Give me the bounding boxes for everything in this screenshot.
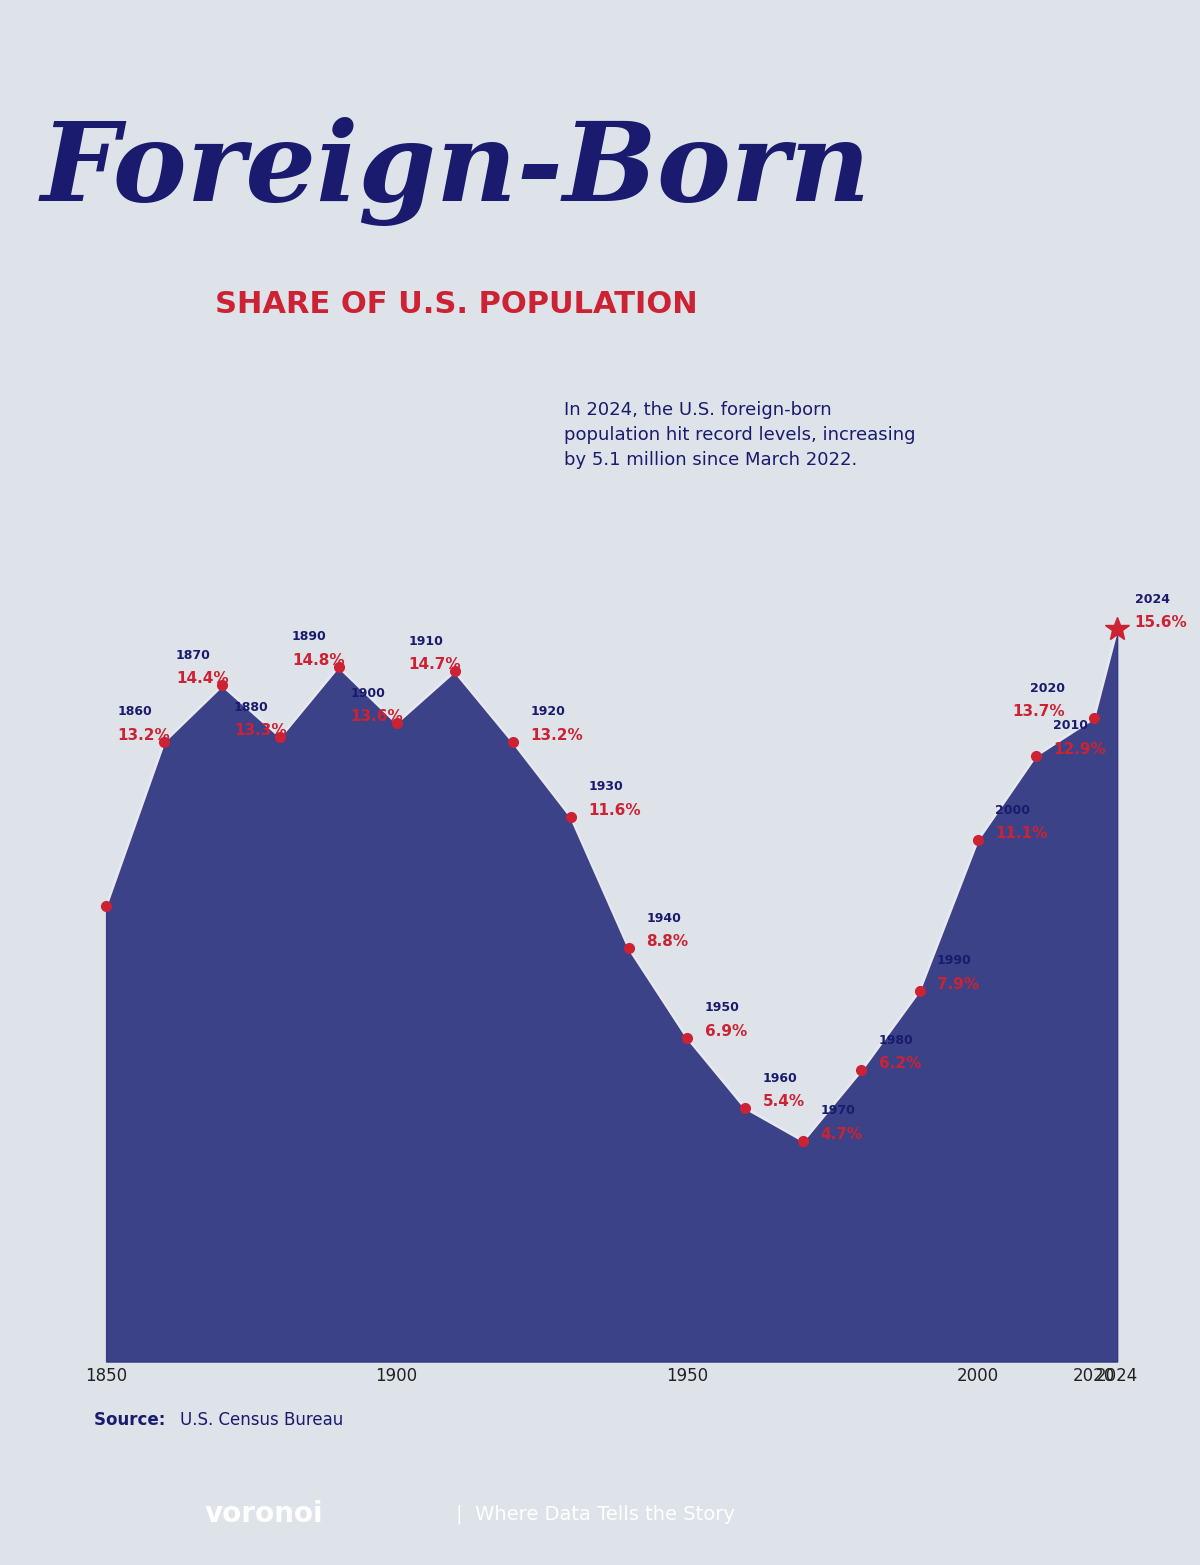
Text: 8.8%: 8.8% <box>647 934 689 950</box>
Text: 13.2%: 13.2% <box>530 728 583 743</box>
Text: 2020: 2020 <box>1073 1368 1115 1385</box>
Text: 1970: 1970 <box>821 1105 856 1117</box>
Text: In 2024, the U.S. foreign-born
population hit record levels, increasing
by: In 2024, the U.S. foreign-born populatio… <box>564 401 916 468</box>
Text: 13.3%: 13.3% <box>234 723 287 739</box>
Text: 5.4%: 5.4% <box>763 1094 805 1110</box>
Text: 2020: 2020 <box>1030 682 1064 695</box>
Text: 11.1%: 11.1% <box>995 826 1048 842</box>
Text: 6.2%: 6.2% <box>878 1056 922 1072</box>
Text: voronoi: voronoi <box>205 1501 323 1527</box>
Text: 13.7%: 13.7% <box>1013 704 1064 720</box>
Text: 15.6%: 15.6% <box>1134 615 1187 631</box>
Text: 13.2%: 13.2% <box>118 728 170 743</box>
Text: 2010: 2010 <box>1054 720 1088 732</box>
Text: 1950: 1950 <box>666 1368 708 1385</box>
Text: 1890: 1890 <box>292 631 326 643</box>
Text: 1960: 1960 <box>763 1072 798 1085</box>
Text: 1930: 1930 <box>588 781 623 793</box>
Text: 1880: 1880 <box>234 701 269 714</box>
Text: 2024: 2024 <box>1096 1368 1139 1385</box>
Text: In 2024, the U.S. foreign-born
population hit record levels, increasing
by 5.1 m: In 2024, the U.S. foreign-born populatio… <box>564 401 916 468</box>
Text: 14.4%: 14.4% <box>176 671 228 687</box>
Text: 14.7%: 14.7% <box>408 657 461 673</box>
Text: 1870: 1870 <box>176 649 211 662</box>
Text: 1940: 1940 <box>647 912 682 925</box>
Text: 1980: 1980 <box>878 1034 913 1047</box>
Text: |  Where Data Tells the Story: | Where Data Tells the Story <box>456 1504 734 1524</box>
Text: 6.9%: 6.9% <box>704 1024 746 1039</box>
Text: 1850: 1850 <box>85 1368 127 1385</box>
Text: 1860: 1860 <box>118 706 152 718</box>
Text: 14.8%: 14.8% <box>292 653 344 668</box>
Text: U.S. Census Bureau: U.S. Census Bureau <box>180 1412 343 1429</box>
Text: 13.6%: 13.6% <box>350 709 403 725</box>
Text: 7.9%: 7.9% <box>937 977 979 992</box>
Text: Foreign-Born: Foreign-Born <box>41 117 871 227</box>
Text: 1900: 1900 <box>376 1368 418 1385</box>
Text: 12.9%: 12.9% <box>1054 742 1106 757</box>
Text: 1990: 1990 <box>937 955 972 967</box>
Text: 2000: 2000 <box>995 804 1030 817</box>
Text: 1920: 1920 <box>530 706 565 718</box>
Text: 11.6%: 11.6% <box>588 803 641 818</box>
Text: Source:: Source: <box>94 1412 170 1429</box>
Text: 1910: 1910 <box>408 635 443 648</box>
Text: 2024: 2024 <box>1134 593 1170 606</box>
Text: 4.7%: 4.7% <box>821 1127 863 1142</box>
Text: 2000: 2000 <box>956 1368 998 1385</box>
Text: 1950: 1950 <box>704 1002 739 1014</box>
Text: 1900: 1900 <box>350 687 385 700</box>
Text: SHARE OF U.S. POPULATION: SHARE OF U.S. POPULATION <box>215 290 697 319</box>
